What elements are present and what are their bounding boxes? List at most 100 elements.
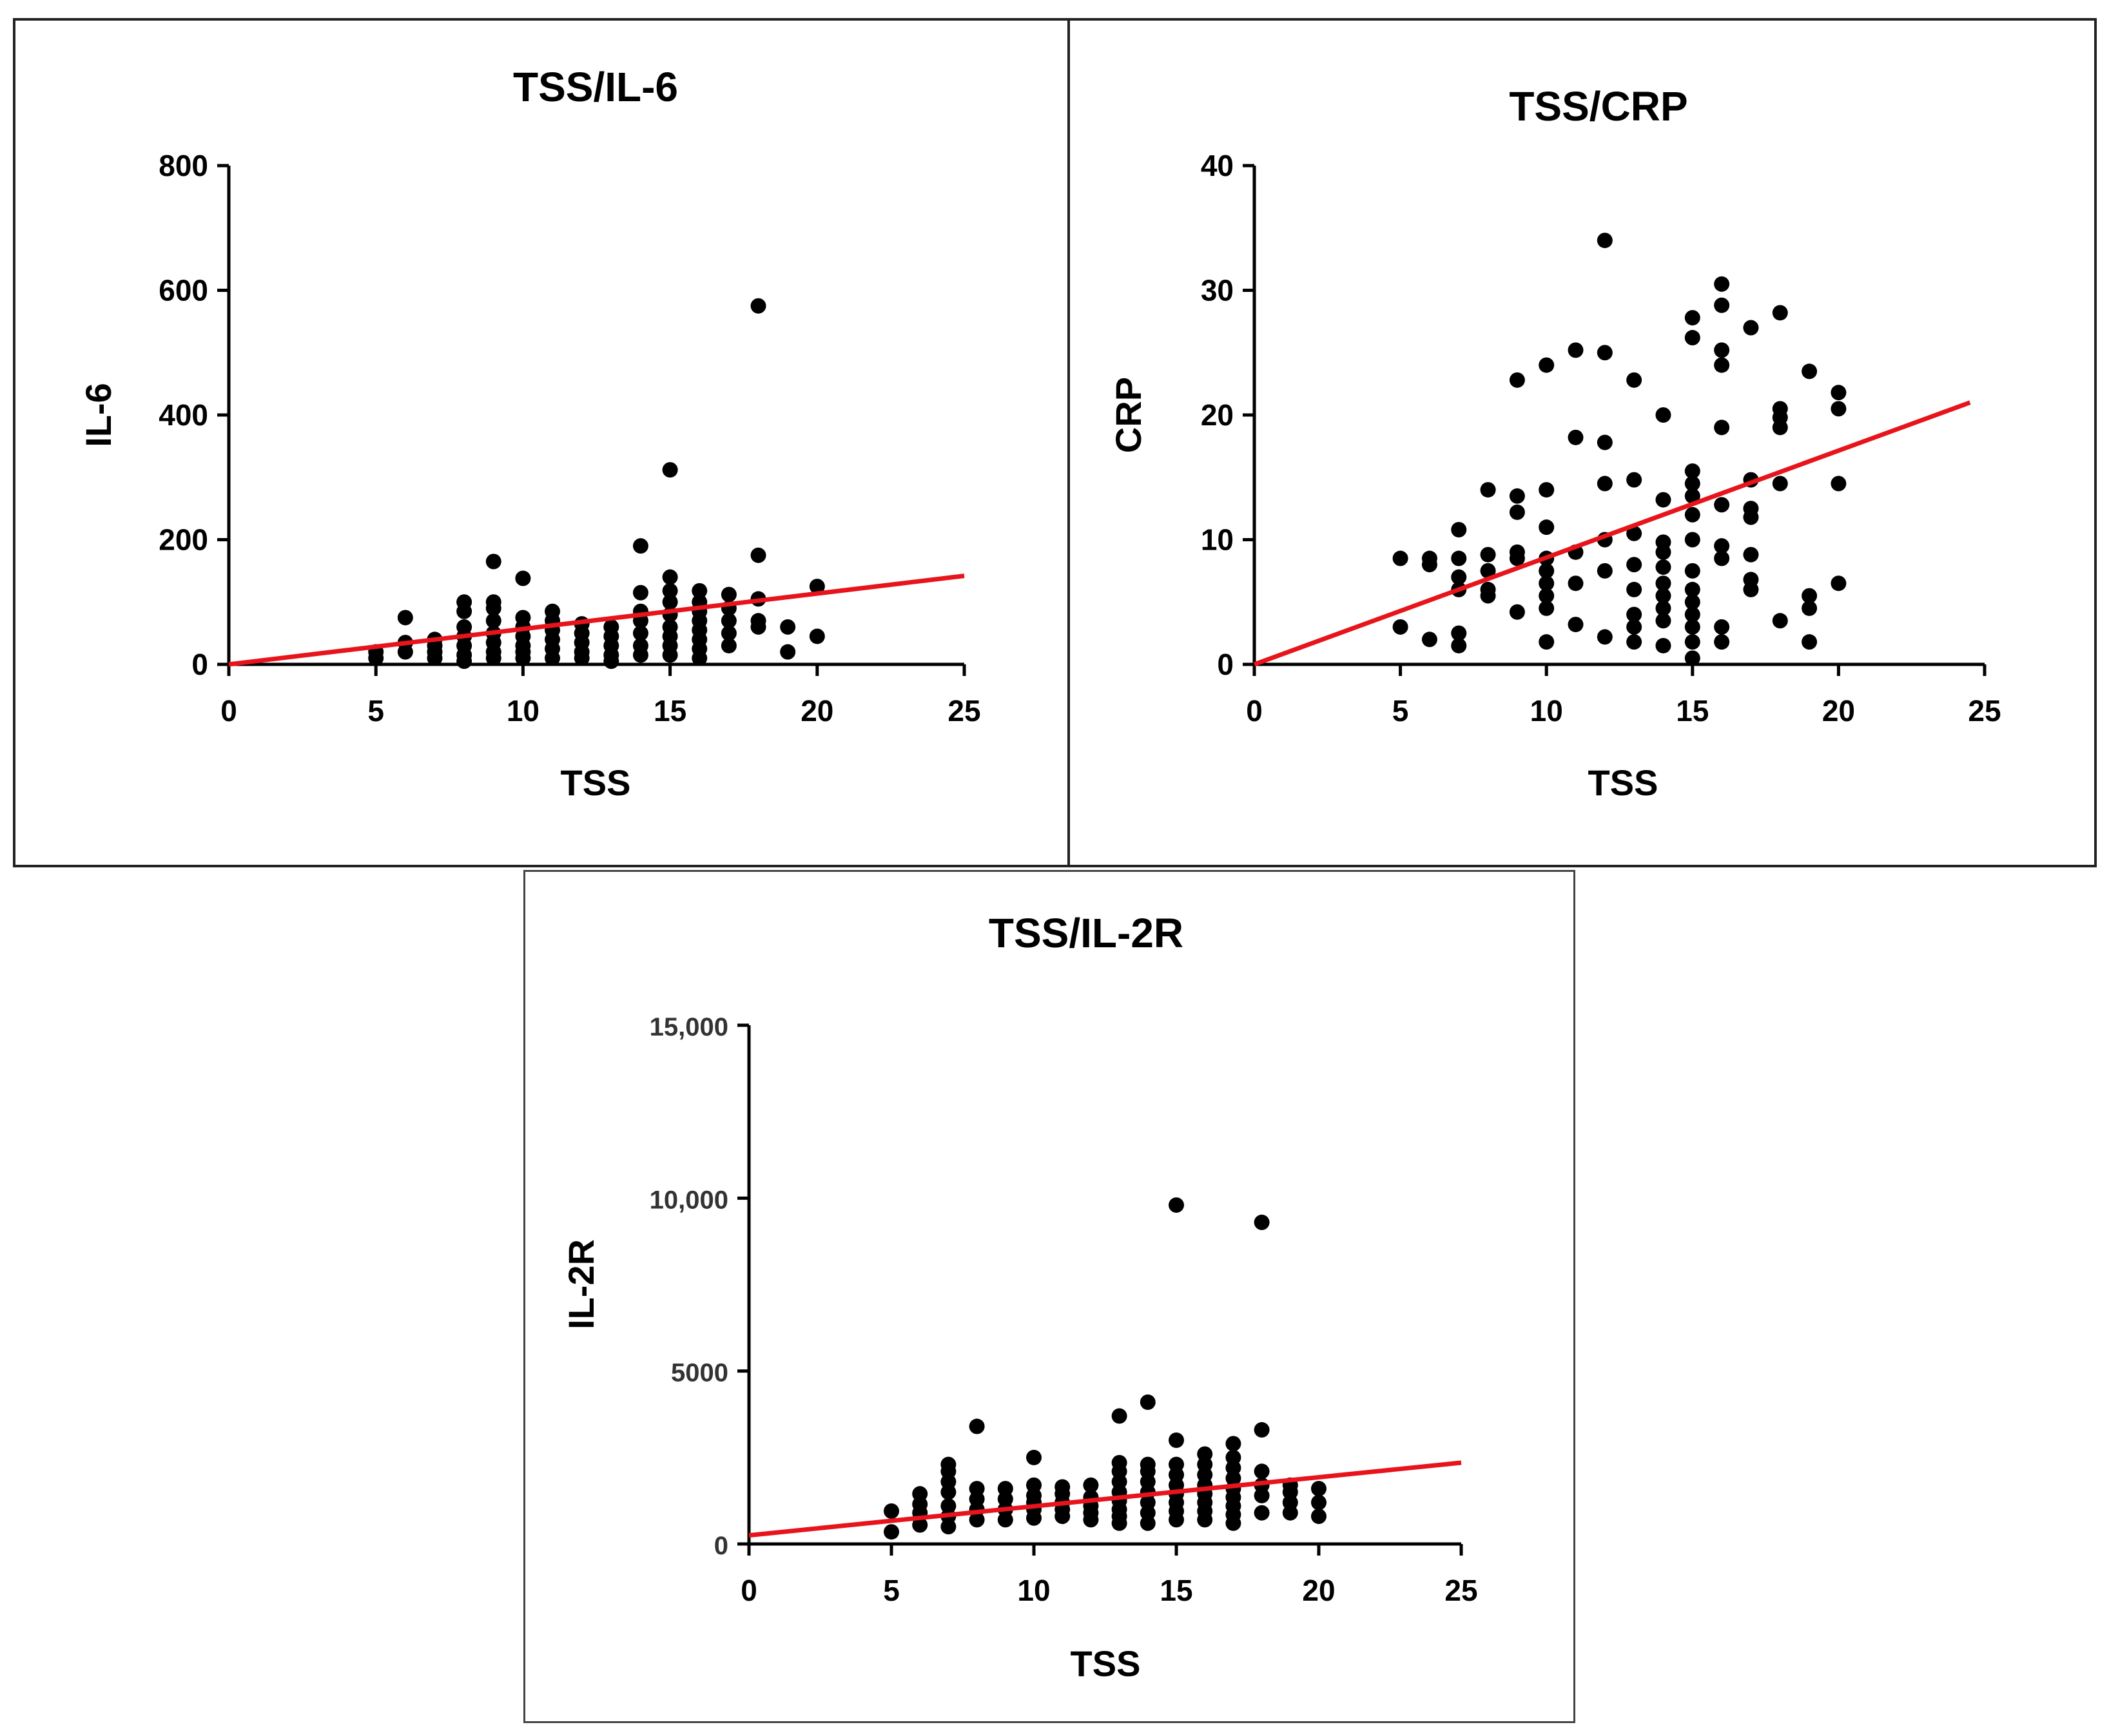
data-point: [1831, 385, 1847, 401]
y-tick-label: 5000: [671, 1359, 728, 1387]
regression-line: [1253, 400, 1971, 667]
data-point: [1509, 488, 1525, 504]
data-point: [1714, 342, 1730, 358]
data-point: [1509, 604, 1525, 620]
data-point: [1480, 482, 1496, 498]
x-tick-label: 0: [220, 694, 237, 728]
data-point: [969, 1481, 985, 1497]
x-tick-label: 10: [507, 694, 539, 728]
data-point: [1626, 619, 1642, 635]
data-point: [1597, 476, 1613, 492]
data-point: [632, 637, 648, 653]
x-tick-label: 10: [1530, 694, 1563, 728]
data-point: [662, 594, 678, 610]
y-axis-label: IL-2R: [561, 1239, 601, 1329]
y-tick-label: 600: [159, 274, 208, 307]
x-tick-label: 5: [883, 1574, 900, 1607]
data-point: [1509, 544, 1525, 560]
data-point: [1509, 372, 1525, 388]
data-point: [1568, 575, 1584, 592]
data-point: [912, 1517, 928, 1533]
x-tick-label: 25: [948, 694, 980, 728]
data-point: [1684, 619, 1700, 635]
chart-title: TSS/CRP: [1509, 83, 1687, 130]
data-point: [884, 1524, 899, 1540]
data-point: [1831, 401, 1847, 417]
data-point: [1169, 1432, 1184, 1448]
data-point: [1169, 1456, 1184, 1472]
x-tick-label: 5: [367, 694, 384, 728]
data-point: [1626, 525, 1642, 541]
data-point: [809, 628, 825, 644]
y-tick-label: 40: [1201, 149, 1234, 182]
data-point: [1597, 233, 1613, 249]
data-point: [1451, 625, 1467, 641]
data-point: [1802, 588, 1818, 604]
data-point: [969, 1418, 985, 1434]
data-point: [1714, 297, 1730, 313]
data-point: [1451, 569, 1467, 585]
data-point: [603, 619, 619, 635]
data-point: [1743, 572, 1759, 588]
data-point: [1111, 1454, 1127, 1471]
data-point: [1451, 522, 1467, 538]
x-tick-label: 0: [741, 1574, 757, 1607]
data-point: [1655, 575, 1671, 592]
data-point: [1655, 407, 1671, 423]
x-tick-label: 25: [1968, 694, 2001, 728]
data-point: [1655, 492, 1671, 508]
y-tick-label: 0: [191, 648, 208, 681]
data-point: [1254, 1422, 1270, 1438]
data-point: [750, 547, 766, 563]
data-point: [1480, 581, 1496, 597]
data-point: [940, 1456, 957, 1472]
data-point: [1655, 637, 1671, 653]
data-point: [1140, 1394, 1156, 1410]
data-point: [1451, 550, 1467, 566]
y-tick-label: 15,000: [650, 1013, 728, 1041]
data-point: [632, 538, 648, 554]
data-point: [1054, 1479, 1071, 1495]
data-point: [456, 619, 472, 635]
x-tick-label: 15: [1160, 1574, 1192, 1607]
data-point: [1026, 1477, 1042, 1493]
y-tick-label: 0: [1217, 648, 1234, 681]
data-point: [397, 610, 413, 626]
data-point: [1311, 1509, 1327, 1525]
data-point: [1140, 1456, 1156, 1472]
y-tick-label: 400: [159, 398, 208, 432]
data-point: [1225, 1436, 1241, 1452]
data-point: [1169, 1197, 1184, 1213]
data-point: [1311, 1481, 1327, 1497]
data-point: [1714, 550, 1730, 566]
data-point: [1743, 546, 1759, 563]
data-point: [1655, 559, 1671, 575]
data-point: [1597, 629, 1613, 645]
scatter-chart-il2r: TSS/IL-2R 0 5 10 15 20 25 0 5000 10,000 15,000 TSS I…: [561, 910, 1478, 1684]
data-point: [1254, 1463, 1270, 1480]
data-point: [1597, 345, 1613, 361]
data-point: [485, 613, 501, 629]
data-point: [1225, 1449, 1241, 1465]
chart-panel-il2r: TSS/IL-2R 0 5 10 15 20 25 0 5000 10,000 15,000 TSS I…: [523, 870, 1575, 1723]
data-point: [1451, 637, 1467, 653]
x-axis-label: TSS: [1588, 762, 1658, 803]
data-point: [1597, 434, 1613, 450]
data-point: [485, 554, 501, 570]
x-axis-label: TSS: [561, 762, 631, 803]
data-point: [1539, 600, 1555, 616]
data-point: [1254, 1214, 1270, 1230]
data-point: [662, 619, 678, 635]
data-point: [1539, 519, 1555, 535]
data-point: [1684, 563, 1700, 579]
data-point: [1684, 506, 1700, 523]
y-axis-label: CRP: [1108, 377, 1149, 453]
data-point: [662, 583, 678, 599]
data-point: [1626, 634, 1642, 650]
data-point: [1802, 363, 1818, 380]
data-point: [1831, 575, 1847, 592]
data-point: [515, 610, 531, 626]
data-point: [632, 625, 648, 641]
data-point: [1254, 1505, 1270, 1521]
data-point: [1421, 550, 1437, 566]
